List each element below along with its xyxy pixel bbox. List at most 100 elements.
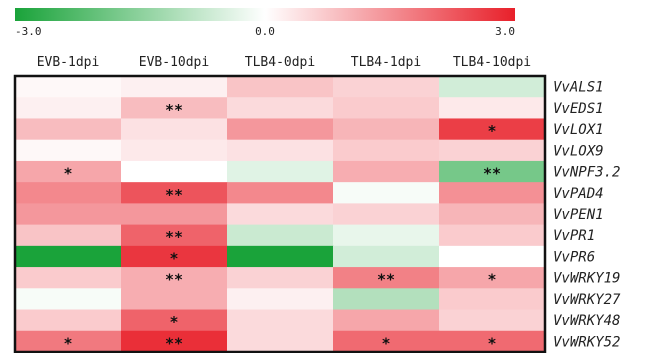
heatmap-cell [227,203,334,226]
significance-mark: * [487,334,496,352]
significance-mark: * [381,334,390,352]
row-label: VvWRKY52 [553,334,620,350]
heatmap-cell [121,160,228,183]
heatmap-cell [227,97,334,120]
heatmap-cell [333,182,440,204]
heatmap-cell [15,76,122,98]
heatmap-cell [439,182,546,204]
heatmap-cell [439,76,546,98]
significance-mark: ** [377,271,395,289]
colorbar-mid-label: 0.0 [255,25,275,38]
significance-mark: ** [165,334,183,352]
significance-mark: * [63,334,72,352]
heatmap-cell [15,267,122,289]
heatmap-cell [333,139,440,162]
significance-mark: * [169,313,178,331]
colorbar: -3.0 0.0 3.0 [15,8,515,38]
heatmap-cell [333,288,440,311]
heatmap-cell [121,97,228,120]
row-label: VvALS1 [553,80,604,96]
heatmap-cell [439,118,546,141]
significance-mark: * [169,249,178,267]
column-label: TLB4-0dpi [245,55,315,70]
heatmap-cell [121,203,228,226]
row-label: VvPR1 [553,228,595,244]
heatmap-cell [227,288,334,311]
row-label: VvLOX9 [553,143,604,159]
heatmap-cell [333,203,440,226]
heatmap-cell [121,224,228,247]
significance-mark: * [487,271,496,289]
heatmap-cell [333,330,440,353]
heatmap-cell [333,245,440,268]
column-labels: EVB-1dpi EVB-10dpi TLB4-0dpi TLB4-1dpi TLB4-… [37,55,531,70]
heatmap-cell [15,330,122,353]
row-label: VvPR6 [553,249,595,265]
heatmap-cell [227,330,334,353]
heatmap-cell [333,224,440,247]
column-label: EVB-10dpi [139,55,209,70]
heatmap-cell [121,330,228,353]
significance-mark: ** [483,165,501,183]
heatmap-cells [15,76,546,353]
heatmap-cell [121,245,228,268]
heatmap-cell [121,182,228,204]
heatmap-cell [227,118,334,141]
heatmap-cell [439,97,546,120]
heatmap-cell [439,139,546,162]
heatmap-cell [227,139,334,162]
heatmap-cell [333,97,440,120]
row-label: VvLOX1 [553,122,604,138]
heatmap-cell [15,160,122,183]
heatmap-cell [15,182,122,204]
heatmap-cell [121,139,228,162]
row-label: VvPAD4 [553,186,604,202]
heatmap-cell [439,309,546,332]
significance-mark: ** [165,186,183,204]
heatmap-cell [227,309,334,332]
colorbar-gradient [15,8,515,21]
heatmap-cell [121,288,228,311]
heatmap-cell [227,182,334,204]
colorbar-max-label: 3.0 [495,25,515,38]
row-label: VvWRKY27 [553,292,621,308]
heatmap-cell [121,309,228,332]
heatmap-cell [15,139,122,162]
significance-mark: * [487,122,496,140]
heatmap-cell [439,245,546,268]
heatmap-border [13,74,547,353]
heatmap-cell [121,76,228,98]
heatmap-cell [439,160,546,183]
heatmap-cell [333,76,440,98]
heatmap-cell [121,267,228,289]
significance-marks: **** ********* ** *** ** * * [63,101,501,353]
significance-mark: ** [165,228,183,246]
heatmap-cell [439,288,546,311]
heatmap-cell [15,309,122,332]
heatmap-cell [227,76,334,98]
heatmap-cell [227,245,334,268]
heatmap-cell [439,267,546,289]
heatmap-cell [15,224,122,247]
column-label: EVB-1dpi [37,55,100,70]
row-label: VvEDS1 [553,101,604,117]
heatmap-cell [439,330,546,353]
heatmap-cell [15,203,122,226]
heatmap-cell [15,288,122,311]
heatmap-cell [439,224,546,247]
row-label: VvWRKY19 [553,271,620,287]
heatmap-cell [15,245,122,268]
heatmap-cell [227,267,334,289]
heatmap-cell [333,160,440,183]
significance-mark: * [63,165,72,183]
column-label: TLB4-1dpi [351,55,421,70]
heatmap-cell [121,118,228,141]
heatmap-cell [333,118,440,141]
significance-mark: ** [165,271,183,289]
column-label: TLB4-10dpi [453,55,531,70]
heatmap-cell [227,160,334,183]
row-label: VvNPF3.2 [553,165,620,181]
colorbar-min-label: -3.0 [15,25,42,38]
heatmap-cell [15,97,122,120]
